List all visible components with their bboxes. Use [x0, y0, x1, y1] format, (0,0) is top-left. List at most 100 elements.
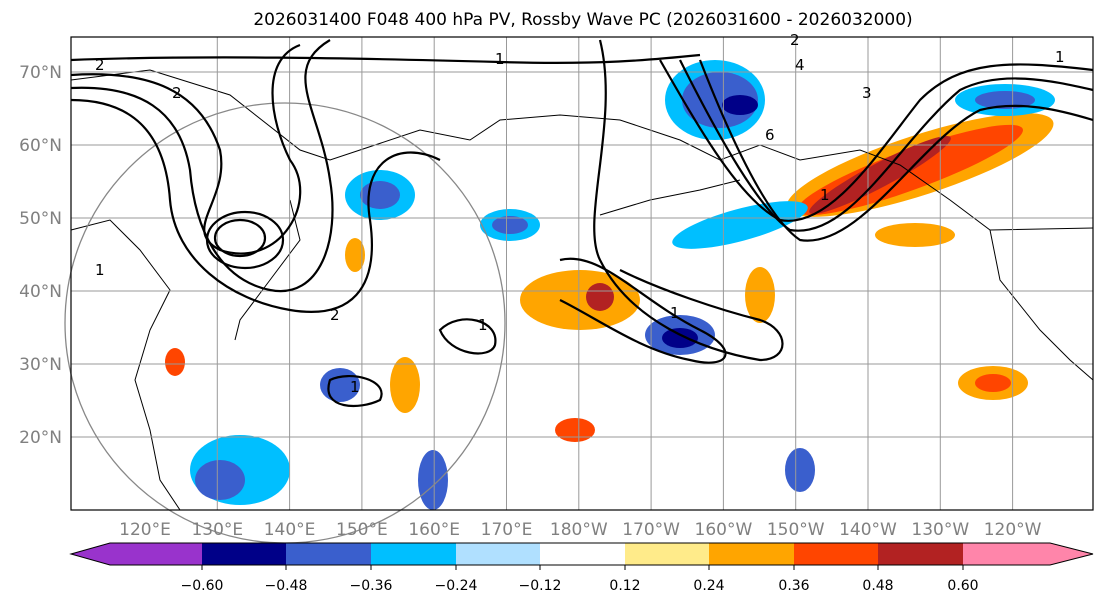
pv-contour	[70, 98, 441, 313]
positive-anomaly-region	[875, 223, 955, 247]
contour-label: 1	[478, 316, 488, 334]
longitude-label: 170°W	[622, 520, 680, 540]
positive-anomaly-region	[555, 418, 595, 442]
contour-label: 1	[350, 378, 360, 396]
coastlines	[70, 69, 1094, 511]
positive-anomaly-region	[165, 348, 185, 376]
colorbar-segment	[540, 543, 625, 565]
longitude-label: 120°W	[984, 520, 1042, 540]
longitude-label: 160°W	[695, 520, 753, 540]
latitude-labels: 70°N 60°N 50°N 40°N 30°N 20°N	[19, 63, 62, 448]
coastline	[234, 199, 301, 341]
graticule	[71, 37, 1093, 510]
contour-label: 2	[172, 84, 182, 102]
negative-anomaly-region	[360, 181, 400, 209]
longitude-label: 130°E	[191, 520, 243, 540]
colorbar-tick-label: 0.60	[947, 578, 978, 594]
longitude-labels: 120°E 130°E 140°E 150°E 160°E 170°E 180°W 170°W…	[119, 520, 1042, 540]
latitude-label: 30°N	[19, 355, 62, 375]
coastline	[70, 219, 181, 511]
positive-anomaly-region	[345, 238, 365, 272]
longitude-label: 140°W	[839, 520, 897, 540]
contour-label: 3	[862, 84, 872, 102]
contour-label: 1	[820, 186, 830, 204]
negative-anomaly-region	[722, 95, 758, 115]
contour-label: 2	[330, 306, 340, 324]
colorbar-tick-label: 0.12	[609, 578, 640, 594]
colorbar-segment	[794, 543, 878, 565]
colorbar-segment	[286, 543, 371, 565]
contour-label: 2	[790, 31, 800, 49]
pv-contours	[70, 39, 1094, 408]
map-plot-area: 2 1 2 1 4 6 3 2 1 1 1 1 1 2	[64, 31, 1094, 544]
pv-contour	[70, 39, 334, 293]
contour-labels: 2 1 2 1 4 6 3 2 1 1 1 1 1 2	[95, 31, 1065, 396]
pv-contour	[559, 257, 727, 364]
map-title: 2026031400 F048 400 hPa PV, Rossby Wave …	[253, 10, 912, 30]
latitude-label: 70°N	[19, 63, 62, 83]
pv-contour	[213, 218, 267, 258]
longitude-label: 150°E	[336, 520, 388, 540]
positive-anomaly-region	[520, 270, 640, 330]
colorbar-tick-label: 0.24	[693, 578, 724, 594]
colorbar-segment	[371, 543, 456, 565]
pv-contour	[438, 318, 497, 355]
colorbar-tick-label: −0.24	[435, 578, 478, 594]
colorbar-tick-label: −0.60	[181, 578, 224, 594]
contour-label: 1	[95, 261, 105, 279]
colorbar-tick-label: 0.36	[778, 578, 809, 594]
longitude-label: 170°E	[481, 520, 533, 540]
colorbar-outline	[69, 542, 1094, 566]
contour-label: 1	[495, 50, 505, 68]
colorbar-tick-label: 0.48	[862, 578, 893, 594]
longitude-label: 130°W	[911, 520, 969, 540]
longitude-label: 120°E	[119, 520, 171, 540]
latitude-label: 40°N	[19, 282, 62, 302]
pv-contour	[698, 59, 1094, 242]
latitude-label: 20°N	[19, 428, 62, 448]
coastline	[989, 229, 1094, 381]
colorbar-tick-label: −0.48	[265, 578, 308, 594]
negative-anomaly-region	[975, 91, 1035, 109]
colorbar-segment	[625, 543, 709, 565]
latitude-label: 60°N	[19, 136, 62, 156]
colorbar-tick-label: −0.36	[350, 578, 393, 594]
colorbar-segment	[963, 543, 1093, 565]
colorbar-segment	[878, 543, 963, 565]
negative-anomaly-region	[418, 450, 448, 510]
longitude-label: 140°E	[264, 520, 316, 540]
longitude-label: 180°W	[550, 520, 608, 540]
positive-anomaly-region	[745, 267, 775, 323]
pv-contour	[593, 39, 784, 362]
longitude-label: 150°W	[767, 520, 825, 540]
colorbar-tick-label: −0.12	[519, 578, 562, 594]
negative-anomaly-region	[492, 216, 528, 234]
colorbar-segment	[709, 543, 794, 565]
positive-anomaly-region	[586, 283, 614, 311]
positive-anomaly-region	[975, 374, 1011, 392]
contour-label: 4	[795, 56, 805, 74]
colorbar-segment	[456, 543, 540, 565]
coastline	[599, 179, 741, 216]
pv-contour	[679, 59, 1094, 232]
colorbar: −0.60 −0.48 −0.36 −0.24 −0.12 0.12 0.24 0.36 0.4…	[69, 542, 1094, 594]
pv-contour	[659, 59, 1094, 222]
negative-anomaly-region	[662, 328, 698, 348]
longitude-label: 160°E	[408, 520, 460, 540]
negative-anomaly-region	[195, 460, 245, 500]
coastline	[70, 69, 1094, 231]
colorbar-segment	[71, 543, 202, 565]
contour-label: 1	[670, 304, 680, 322]
contour-label: 6	[765, 126, 775, 144]
positive-anomaly-region	[809, 135, 951, 215]
negative-anomaly-region	[785, 448, 815, 492]
colorbar-segment	[202, 543, 286, 565]
pv-contour	[205, 210, 285, 270]
positive-anomaly-region	[390, 357, 420, 413]
contour-label: 1	[1055, 48, 1065, 66]
pv-contour	[70, 53, 701, 65]
latitude-label: 50°N	[19, 209, 62, 229]
contour-label: 2	[95, 56, 105, 74]
